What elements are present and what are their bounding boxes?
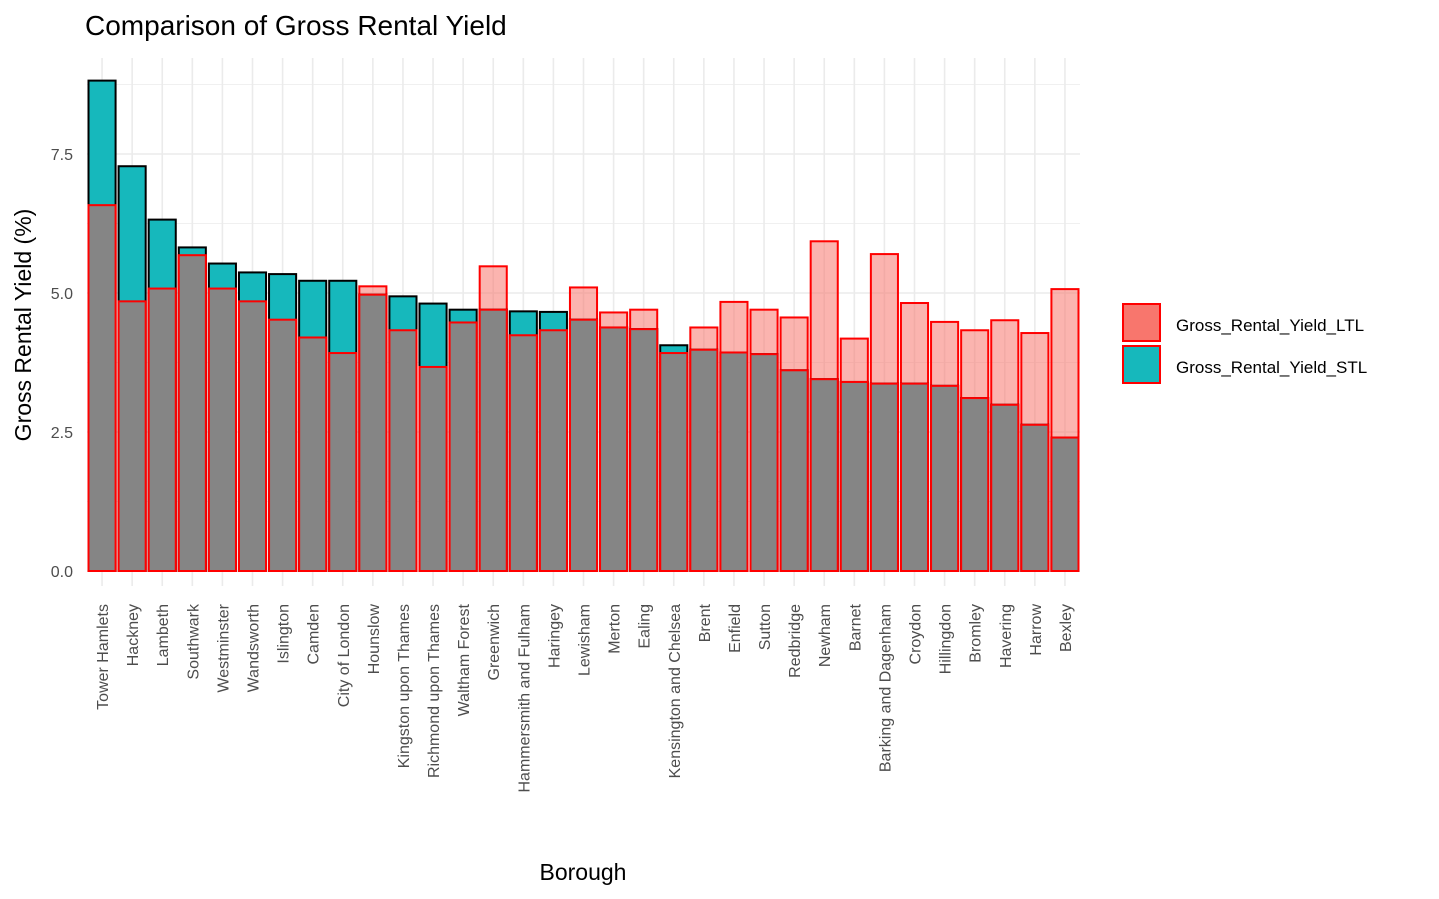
x-tick-label: Waltham Forest bbox=[456, 603, 473, 716]
bar-overlap bbox=[117, 300, 147, 572]
bar-overlap bbox=[298, 336, 328, 573]
x-tick-label: Greenwich bbox=[486, 604, 503, 680]
x-tick-label: Merton bbox=[607, 604, 624, 654]
x-tick-label: Bromley bbox=[968, 604, 985, 663]
y-axis-ticks: 0.0 2.5 5.0 7.5 bbox=[51, 147, 73, 581]
bar-overlap bbox=[87, 204, 117, 572]
y-tick-label: 0.0 bbox=[51, 564, 73, 581]
x-tick-label: Kensington and Chelsea bbox=[667, 604, 684, 778]
x-tick-label: Hounslow bbox=[366, 604, 383, 675]
x-tick-label: Bexley bbox=[1058, 604, 1075, 652]
x-tick-label: City of London bbox=[336, 604, 353, 707]
bar-overlap bbox=[719, 351, 749, 572]
x-tick-label: Camden bbox=[306, 604, 323, 664]
x-tick-label: Sutton bbox=[757, 604, 774, 650]
x-tick-label: Richmond upon Thames bbox=[426, 604, 443, 778]
bar-overlap bbox=[358, 293, 388, 572]
bar-overlap bbox=[268, 318, 298, 572]
legend-key-ltl bbox=[1122, 303, 1161, 342]
legend-key-stl bbox=[1122, 345, 1161, 384]
x-tick-label: Hackney bbox=[125, 604, 142, 666]
x-tick-label: Enfield bbox=[727, 604, 744, 653]
x-tick-label: Lewisham bbox=[577, 604, 594, 676]
x-tick-label: Newham bbox=[817, 604, 834, 667]
x-tick-label: Haringey bbox=[546, 604, 563, 668]
x-tick-label: Croydon bbox=[908, 604, 925, 664]
bar-overlap bbox=[328, 352, 358, 572]
x-tick-label: Westminster bbox=[215, 603, 232, 692]
x-axis-title: Borough bbox=[540, 859, 627, 885]
bar-overlap bbox=[237, 300, 268, 572]
bar-overlap bbox=[659, 352, 689, 572]
y-tick-label: 2.5 bbox=[51, 425, 73, 442]
x-tick-label: Harrow bbox=[1028, 604, 1045, 656]
bar-overlap bbox=[478, 308, 508, 572]
x-tick-label: Hammersmith and Fulham bbox=[516, 604, 533, 793]
x-tick-label: Hillingdon bbox=[938, 604, 955, 674]
bar-overlap bbox=[990, 403, 1020, 573]
legend-label-ltl: Gross_Rental_Yield_LTL bbox=[1176, 316, 1364, 335]
bar-overlap bbox=[809, 378, 839, 572]
x-tick-label: Southwark bbox=[185, 603, 202, 680]
bar-overlap bbox=[538, 329, 568, 573]
x-tick-label: Tower Hamlets bbox=[95, 604, 112, 710]
bar-overlap bbox=[448, 321, 478, 572]
bar-overlap bbox=[177, 254, 207, 573]
overlap-bars bbox=[87, 204, 1080, 573]
x-tick-label: Lambeth bbox=[155, 604, 172, 666]
x-tick-label: Kingston upon Thames bbox=[396, 604, 413, 768]
chart-title: Comparison of Gross Rental Yield bbox=[85, 10, 507, 41]
x-tick-label: Havering bbox=[998, 604, 1015, 668]
bar-overlap bbox=[930, 384, 960, 572]
bar-overlap bbox=[207, 287, 237, 572]
legend: Gross_Rental_Yield_LTL Gross_Rental_Yield… bbox=[1122, 303, 1367, 384]
x-tick-label: Brent bbox=[697, 603, 714, 642]
bar-overlap bbox=[689, 348, 719, 572]
x-tick-label: Barking and Dagenham bbox=[877, 604, 894, 772]
y-axis-title: Gross Rental Yield (%) bbox=[10, 209, 36, 442]
bar-overlap bbox=[418, 365, 448, 572]
x-tick-label: Barnet bbox=[847, 603, 864, 651]
bar-overlap bbox=[388, 329, 418, 573]
bar-overlap bbox=[629, 328, 659, 573]
bar-overlap bbox=[1050, 436, 1080, 572]
y-tick-label: 5.0 bbox=[51, 286, 73, 303]
bar-overlap bbox=[1020, 423, 1050, 572]
x-tick-label: Wandsworth bbox=[246, 604, 263, 692]
bar-overlap bbox=[599, 326, 629, 572]
bar-overlap bbox=[147, 287, 177, 572]
x-tick-label: Islington bbox=[276, 604, 293, 664]
bar-overlap bbox=[960, 397, 990, 573]
bar-overlap bbox=[839, 380, 869, 572]
bar-overlap bbox=[508, 334, 538, 573]
y-tick-label: 7.5 bbox=[51, 147, 73, 164]
bar-overlap bbox=[749, 353, 779, 572]
legend-label-stl: Gross_Rental_Yield_STL bbox=[1176, 358, 1367, 377]
bar-overlap bbox=[899, 382, 930, 572]
x-axis-ticks: Tower Hamlets Hackney Lambeth Southwark West… bbox=[95, 603, 1075, 793]
x-tick-label: Redbridge bbox=[787, 604, 804, 678]
bar-overlap bbox=[568, 318, 599, 572]
x-tick-label: Ealing bbox=[637, 604, 654, 648]
bar-overlap bbox=[779, 369, 809, 572]
bar-overlap bbox=[869, 382, 899, 572]
